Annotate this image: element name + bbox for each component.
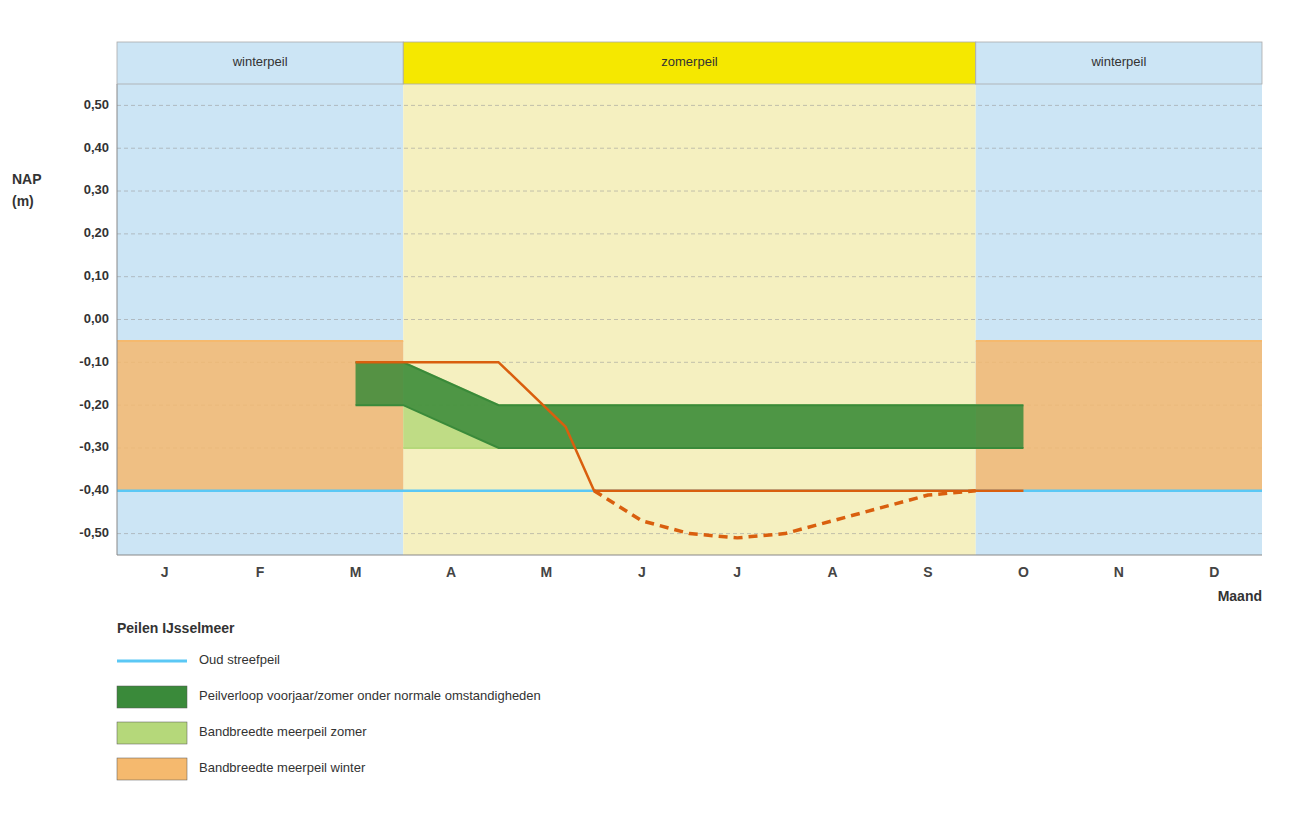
- x-axis-line: [117, 555, 1262, 556]
- y-axis-label: (m): [12, 193, 34, 209]
- y-tick-label: -0,40: [79, 482, 109, 497]
- season-header: winterpeil zomerpeil winterpeil: [117, 42, 1262, 84]
- legend-swatch: [117, 686, 187, 708]
- x-tick-label: A: [828, 564, 838, 580]
- season-header-cell: [403, 42, 976, 84]
- x-tick-label: F: [256, 564, 265, 580]
- legend-swatch: [117, 758, 187, 780]
- x-axis-label: Maand: [1218, 588, 1262, 604]
- plot-area: [117, 84, 1262, 555]
- y-tick-label: -0,10: [79, 354, 109, 369]
- x-tick-label: S: [923, 564, 932, 580]
- chart: 0,50 0,40 0,30 0,20 0,10 0,00 -0,10 -0,20 -0,30 -…: [0, 0, 1299, 822]
- band-area: [356, 362, 1024, 448]
- season-header-cell: [117, 42, 403, 84]
- y-tick-label: -0,30: [79, 439, 109, 454]
- legend-swatch: [117, 660, 187, 663]
- x-tick-label: A: [446, 564, 456, 580]
- legend-label: Oud streefpeil: [199, 652, 280, 667]
- grid-line: [117, 105, 1262, 106]
- grid-line: [117, 319, 1262, 320]
- y-tick-label: -0,50: [79, 525, 109, 540]
- y-tick-label: 0,50: [84, 97, 109, 112]
- x-tick-label: D: [1209, 564, 1219, 580]
- season-label: winterpeil: [1090, 54, 1146, 69]
- y-tick-label: -0,20: [79, 397, 109, 412]
- grid-line: [117, 191, 1262, 192]
- legend-label: Peilverloop voorjaar/zomer onder normale…: [199, 688, 541, 703]
- y-tick-label: 0,10: [84, 268, 109, 283]
- y-tick-label: 0,40: [84, 140, 109, 155]
- line: [356, 362, 1024, 490]
- legend-label: Bandbreedte meerpeil zomer: [199, 724, 367, 739]
- y-tick-label: 0,00: [84, 311, 109, 326]
- x-tick-label: J: [638, 564, 646, 580]
- band-lower-edge: [356, 405, 1024, 448]
- band-upper-edge: [356, 362, 1024, 405]
- season-label: winterpeil: [232, 54, 288, 69]
- legend: Peilen IJsselmeer Oud streefpeil Peilverlo…: [117, 620, 541, 780]
- x-tick-label: O: [1018, 564, 1029, 580]
- x-tick-label: M: [541, 564, 553, 580]
- band-upper-edge: [403, 362, 976, 405]
- grid-line: [117, 276, 1262, 277]
- band-upper-edge: [117, 340, 1262, 342]
- x-tick-label: N: [1114, 564, 1124, 580]
- y-tick-label: 0,30: [84, 182, 109, 197]
- x-tick-label: J: [161, 564, 169, 580]
- y-tick-label: 0,20: [84, 225, 109, 240]
- legend-swatch: [117, 722, 187, 744]
- dashed-line: [594, 491, 976, 538]
- y-axis-label: NAP: [12, 171, 42, 187]
- legend-label: Bandbreedte meerpeil winter: [199, 760, 366, 775]
- x-tick-label: J: [733, 564, 741, 580]
- season-header-cell: [976, 42, 1262, 84]
- band-area: [117, 341, 1262, 491]
- x-tick-label: M: [350, 564, 362, 580]
- grid-line: [117, 233, 1262, 234]
- legend-title: Peilen IJsselmeer: [117, 620, 235, 636]
- season-label: zomerpeil: [661, 54, 717, 69]
- y-axis-line: [117, 84, 118, 555]
- grid-line: [117, 148, 1262, 149]
